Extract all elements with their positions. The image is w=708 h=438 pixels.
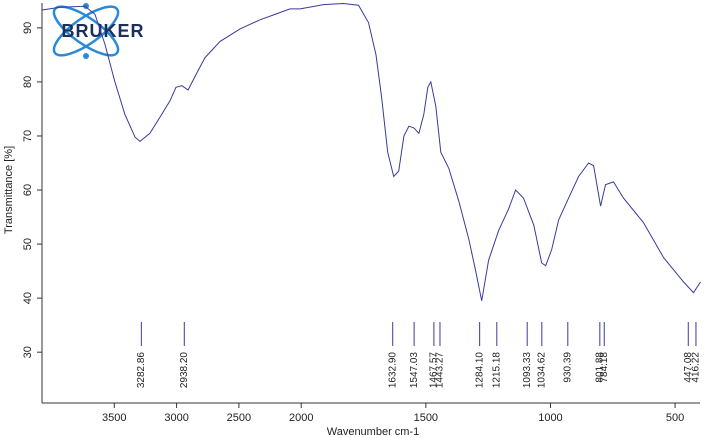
peak-label: 1443.27 bbox=[435, 352, 446, 389]
peak-label: 2938.20 bbox=[179, 352, 190, 389]
peak-label: 801.88 bbox=[594, 352, 605, 383]
peak-label: 930.39 bbox=[562, 352, 573, 383]
peak-label: 1034.62 bbox=[536, 352, 547, 389]
peak-label: 784.18 bbox=[599, 352, 610, 383]
y-tick-label: 90 bbox=[22, 22, 34, 34]
x-tick-label: 3000 bbox=[164, 412, 188, 424]
peak-label: 1467.57 bbox=[429, 352, 440, 389]
y-tick-label: 30 bbox=[22, 346, 34, 358]
x-tick-label: 1000 bbox=[538, 412, 562, 424]
y-axis-label: Transmittance [%] bbox=[3, 146, 15, 234]
x-tick-label: 2000 bbox=[289, 412, 313, 424]
peak-label: 447.08 bbox=[683, 352, 694, 383]
x-tick-label: 500 bbox=[666, 412, 684, 424]
peak-label: 1215.18 bbox=[491, 352, 502, 389]
logo-dot bbox=[83, 53, 89, 59]
peak-label: 3282.86 bbox=[136, 352, 147, 389]
spectrum-line bbox=[41, 2, 701, 301]
x-tick-label: 2500 bbox=[227, 412, 251, 424]
peak-label: 1093.33 bbox=[522, 352, 533, 389]
x-tick-label: 3500 bbox=[102, 412, 126, 424]
x-tick-label: 1500 bbox=[414, 412, 438, 424]
peak-label: 416.22 bbox=[691, 352, 702, 383]
y-tick-label: 40 bbox=[22, 292, 34, 304]
peak-label: 1632.90 bbox=[387, 352, 398, 389]
peak-label: 1547.03 bbox=[409, 352, 420, 389]
y-tick-label: 70 bbox=[22, 130, 34, 142]
y-tick-label: 50 bbox=[22, 238, 34, 250]
logo-dot bbox=[83, 3, 89, 9]
logo: BRUKER bbox=[52, 3, 144, 59]
y-tick-label: 60 bbox=[22, 184, 34, 196]
y-tick-label: 80 bbox=[22, 76, 34, 88]
logo-text: BRUKER bbox=[61, 21, 144, 41]
logo-orbit bbox=[52, 5, 120, 57]
x-axis-label: Wavenumber cm-1 bbox=[327, 426, 420, 438]
peak-label: 1284.10 bbox=[474, 352, 485, 389]
logo-orbit bbox=[52, 5, 120, 57]
